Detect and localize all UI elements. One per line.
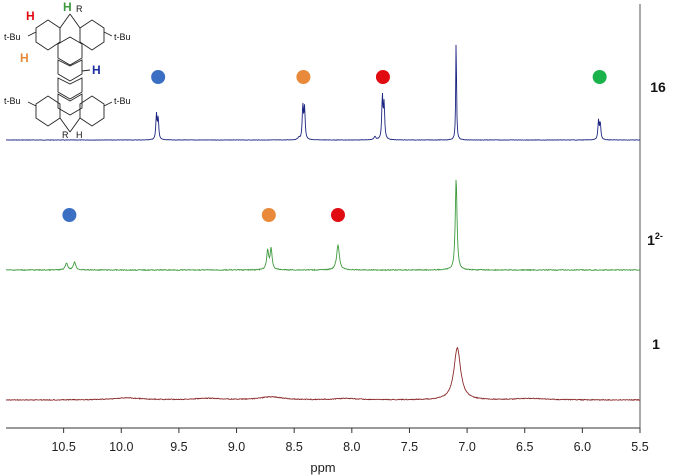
x-tick-label: 8.5: [285, 440, 302, 454]
h-label-plain: H: [76, 130, 83, 140]
peak-marker-dot: [261, 208, 276, 222]
r-label-top: R: [76, 4, 83, 14]
h-label-blue: H: [92, 63, 101, 77]
h-label-orange: H: [20, 51, 29, 65]
x-tick-label: 10.0: [109, 440, 133, 454]
tbu-label-top-left: t-Bu: [4, 32, 21, 42]
x-tick-label: 7.5: [401, 440, 418, 454]
trace-label-16: 16: [650, 79, 666, 95]
x-tick-label: 6.5: [516, 440, 533, 454]
tbu-label-top-right: t-Bu: [114, 32, 131, 42]
h-label-red: H: [26, 9, 35, 23]
x-tick-label: 9.5: [170, 440, 187, 454]
x-axis-title: ppm: [310, 460, 335, 475]
peak-marker-dot: [375, 70, 390, 84]
peak-marker-dot: [330, 208, 345, 222]
peak-marker-dot: [296, 70, 311, 84]
tbu-label-bottom-left: t-Bu: [4, 96, 21, 106]
spectrum-1: [5, 346, 641, 401]
x-tick-label: 8.0: [343, 440, 360, 454]
trace-label-1: 1: [652, 336, 660, 352]
peak-marker-dot: [151, 70, 166, 84]
spectrum-16: [5, 44, 641, 141]
x-tick-label: 10.5: [51, 440, 75, 454]
tbu-label-bottom-right: t-Bu: [114, 96, 131, 106]
x-tick-label: 6.0: [574, 440, 591, 454]
x-tick-label: 9.0: [228, 440, 245, 454]
h-label-green: H: [63, 0, 72, 14]
x-tick-group: 10.5 10.0 9.5 9.0 8.5 8.0 7.5 7.0 6.5 6.0 5.5: [51, 428, 649, 454]
x-tick-label: 7.0: [458, 440, 475, 454]
trace-label-1-dianion: 12-: [647, 231, 663, 248]
r-label-bottom: R: [62, 130, 69, 140]
peak-marker-dot: [62, 208, 77, 222]
peak-marker-dot: [592, 70, 607, 84]
spectrum-1-dianion: [5, 179, 641, 272]
molecule-structure: [27, 13, 113, 133]
peak-marker-group: [62, 70, 607, 222]
spectra-group: [5, 44, 641, 401]
x-tick-label: 5.5: [631, 440, 648, 454]
